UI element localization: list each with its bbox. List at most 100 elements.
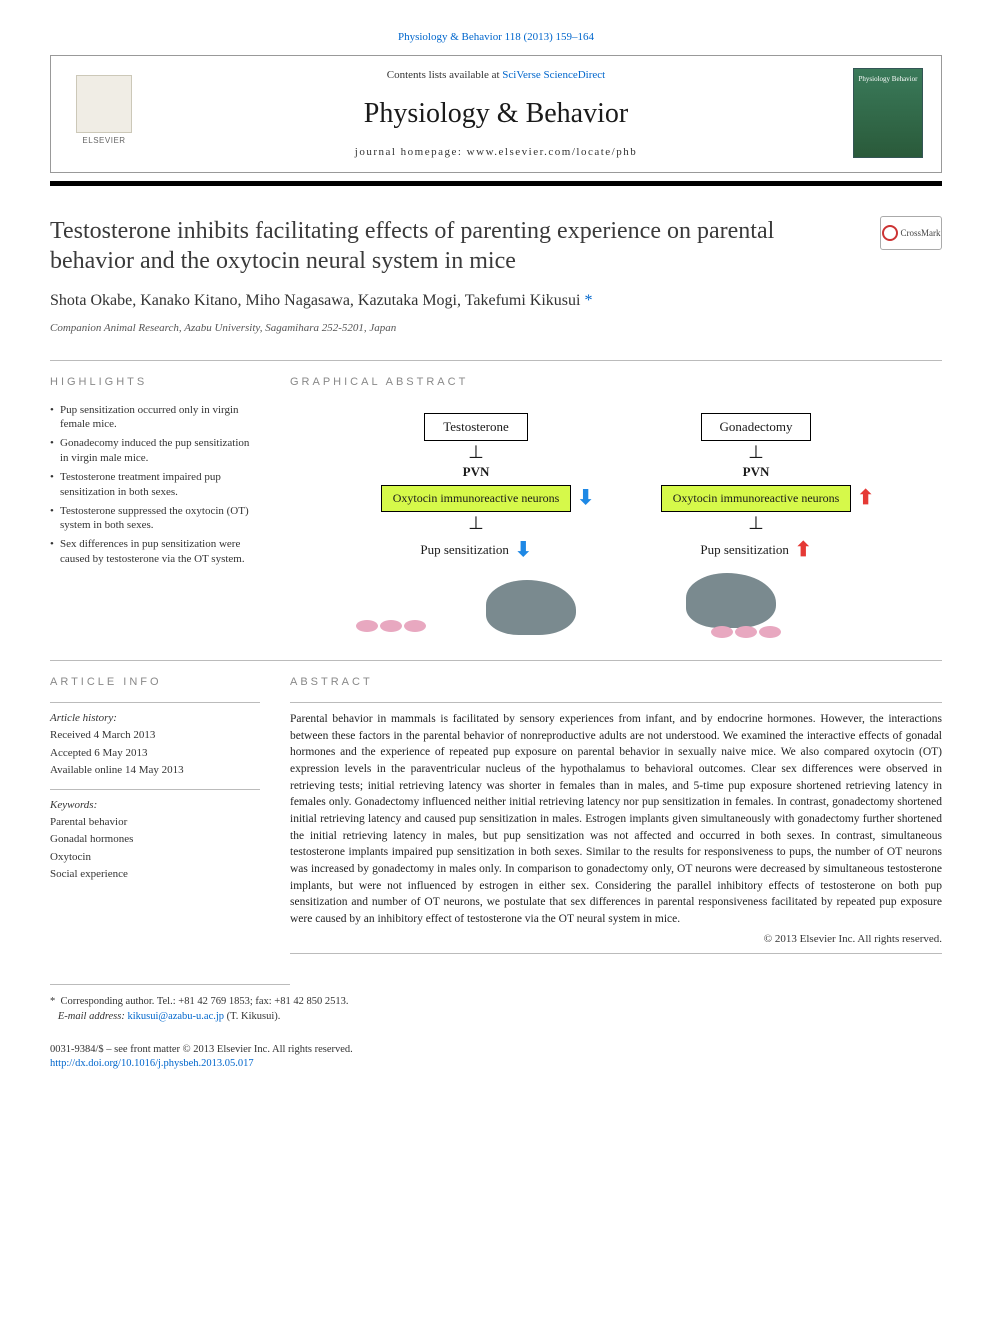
history-block: Article history: Received 4 March 2013 A… [50, 711, 260, 779]
ga-pup-icon [356, 620, 378, 632]
title-row: Testosterone inhibits facilitating effec… [50, 216, 942, 276]
graphical-abstract-col: GRAPHICAL ABSTRACT Testosterone ⊥ PVN Ox… [290, 375, 942, 650]
ga-pup-icon [759, 626, 781, 638]
header-center: Contents lists available at SciVerse Sci… [157, 68, 835, 172]
ga-pvn-right: PVN [743, 463, 770, 481]
abstract-text: Parental behavior in mammals is facilita… [290, 711, 942, 928]
ga-diagram: Testosterone ⊥ PVN Oxytocin immunoreacti… [290, 413, 942, 640]
ga-ot-box-right: Oxytocin immunoreactive neurons ⬆ [661, 485, 851, 512]
history-label: Article history: [50, 711, 260, 726]
ga-label: GRAPHICAL ABSTRACT [290, 375, 942, 390]
ga-testosterone-box: Testosterone [424, 413, 528, 441]
footer-rule [50, 984, 290, 985]
ga-mouse-left [356, 570, 596, 640]
ga-pup-row-right: Pup sensitization ⬆ [700, 536, 811, 564]
highlights-label: HIGHLIGHTS [50, 375, 260, 390]
header-box: ELSEVIER Contents lists available at Sci… [50, 55, 942, 173]
ga-ot-text-left: Oxytocin immunoreactive neurons [393, 491, 560, 505]
highlights-list: Pup sensitization occurred only in virgi… [50, 403, 260, 567]
ga-inhibit-icon: ⊥ [748, 443, 764, 461]
info-rule-2 [50, 789, 260, 790]
front-matter: 0031-9384/$ – see front matter © 2013 El… [50, 1044, 353, 1055]
keyword: Social experience [50, 867, 260, 882]
ga-inhibit-icon: ⊥ [468, 443, 484, 461]
journal-ref-link[interactable]: Physiology & Behavior 118 (2013) 159–164 [398, 31, 594, 43]
info-label: ARTICLE INFO [50, 675, 260, 690]
ga-pups-right [711, 626, 781, 638]
authors-list: Shota Okabe, Kanako Kitano, Miho Nagasaw… [50, 292, 584, 309]
crossmark-icon [882, 225, 898, 241]
abstract-label: ABSTRACT [290, 675, 942, 690]
ga-pup-icon [735, 626, 757, 638]
ga-ot-text-right: Oxytocin immunoreactive neurons [673, 491, 840, 505]
footnote-star: * [50, 996, 55, 1007]
highlight-item: Pup sensitization occurred only in virgi… [50, 403, 260, 433]
journal-ref: Physiology & Behavior 118 (2013) 159–164 [50, 30, 942, 45]
ga-right-column: Gonadectomy ⊥ PVN Oxytocin immunoreactiv… [636, 413, 876, 640]
ga-inhibit-icon: ⊥ [748, 514, 764, 532]
footer-bottom: 0031-9384/$ – see front matter © 2013 El… [50, 1043, 942, 1072]
ga-up-arrow-icon: ⬆ [857, 484, 874, 512]
ga-ot-box-left: Oxytocin immunoreactive neurons ⬇ [381, 485, 571, 512]
ga-pups-left [356, 620, 426, 632]
ga-pup-label-right: Pup sensitization [700, 541, 788, 559]
ga-pvn-left: PVN [463, 463, 490, 481]
rule-2 [50, 660, 942, 661]
highlight-item: Testosterone suppressed the oxytocin (OT… [50, 504, 260, 534]
highlight-item: Sex differences in pup sensitization wer… [50, 537, 260, 567]
doi-link[interactable]: http://dx.doi.org/10.1016/j.physbeh.2013… [50, 1058, 254, 1069]
ga-pup-label-left: Pup sensitization [420, 541, 508, 559]
crossmark-label: CrossMark [901, 227, 941, 240]
received-date: Received 4 March 2013 [50, 728, 260, 743]
info-rule [50, 702, 260, 703]
abstract-copyright: © 2013 Elsevier Inc. All rights reserved… [290, 932, 942, 947]
highlight-item: Testosterone treatment impaired pup sens… [50, 470, 260, 500]
header-divider [50, 181, 942, 186]
keyword: Gonadal hormones [50, 832, 260, 847]
sciencedirect-link[interactable]: SciVerse ScienceDirect [502, 69, 605, 81]
article-info-col: ARTICLE INFO Article history: Received 4… [50, 675, 260, 955]
ga-gonadectomy-box: Gonadectomy [701, 413, 812, 441]
authors: Shota Okabe, Kanako Kitano, Miho Nagasaw… [50, 290, 942, 312]
ga-down-arrow-icon: ⬇ [515, 536, 532, 564]
email-link[interactable]: kikusui@azabu-u.ac.jp [127, 1011, 224, 1022]
crossmark-badge[interactable]: CrossMark [880, 216, 942, 250]
abstract-rule-bottom [290, 953, 942, 954]
ga-left-column: Testosterone ⊥ PVN Oxytocin immunoreacti… [356, 413, 596, 640]
highlights-ga-row: HIGHLIGHTS Pup sensitization occurred on… [50, 375, 942, 650]
contents-line: Contents lists available at SciVerse Sci… [157, 68, 835, 83]
ga-down-arrow-icon: ⬇ [577, 484, 594, 512]
elsevier-logo: ELSEVIER [69, 68, 139, 153]
corresponding-note: * Corresponding author. Tel.: +81 42 769… [50, 995, 942, 1024]
journal-name: Physiology & Behavior [157, 94, 835, 133]
email-suffix: (T. Kikusui). [224, 1011, 280, 1022]
graphical-abstract: Testosterone ⊥ PVN Oxytocin immunoreacti… [290, 403, 942, 650]
ga-pup-row-left: Pup sensitization ⬇ [420, 536, 531, 564]
ga-inhibit-icon: ⊥ [468, 514, 484, 532]
accepted-date: Accepted 6 May 2013 [50, 746, 260, 761]
highlight-item: Gonadecomy induced the pup sensitization… [50, 436, 260, 466]
corresponding-text: Corresponding author. Tel.: +81 42 769 1… [61, 996, 349, 1007]
journal-cover-thumb: Physiology Behavior [853, 68, 923, 158]
info-abstract-row: ARTICLE INFO Article history: Received 4… [50, 675, 942, 955]
ga-pup-icon [404, 620, 426, 632]
ga-pup-icon [711, 626, 733, 638]
keyword: Oxytocin [50, 850, 260, 865]
ga-up-arrow-icon: ⬆ [795, 536, 812, 564]
article-title: Testosterone inhibits facilitating effec… [50, 216, 860, 276]
keywords-label: Keywords: [50, 798, 260, 813]
keywords-block: Keywords: Parental behavior Gonadal horm… [50, 798, 260, 883]
highlights-col: HIGHLIGHTS Pup sensitization occurred on… [50, 375, 260, 650]
contents-prefix: Contents lists available at [387, 69, 502, 81]
ga-mouse-right [636, 570, 876, 640]
email-label: E-mail address: [58, 1011, 125, 1022]
corr-star[interactable]: * [584, 292, 592, 309]
ga-mouse-icon [486, 580, 576, 635]
elsevier-tree-icon [76, 75, 132, 133]
affiliation: Companion Animal Research, Azabu Univers… [50, 321, 942, 336]
ga-mouse-icon [686, 573, 776, 628]
ga-pup-icon [380, 620, 402, 632]
abstract-rule [290, 702, 942, 703]
online-date: Available online 14 May 2013 [50, 763, 260, 778]
rule-1 [50, 360, 942, 361]
